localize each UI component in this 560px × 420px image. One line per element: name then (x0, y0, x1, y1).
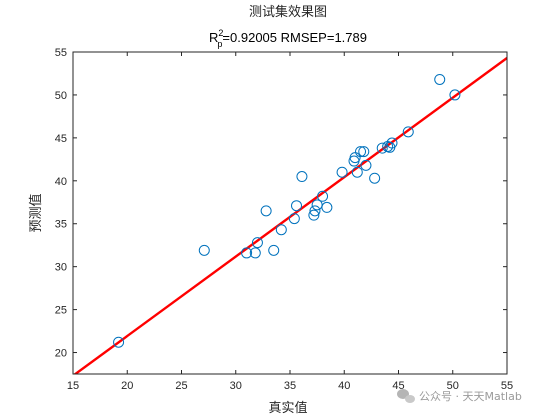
y-tick-label: 25 (55, 305, 67, 317)
data-point (241, 247, 253, 259)
data-point (288, 213, 300, 225)
y-tick-label: 55 (55, 47, 67, 59)
data-point (249, 247, 261, 259)
x-tick-label: 50 (447, 380, 459, 392)
y-tick-label: 40 (55, 176, 67, 188)
wechat-icon (397, 389, 415, 403)
subtitle-r-superscript: 2 (218, 28, 223, 38)
y-tick-label: 35 (55, 219, 67, 231)
x-tick-label: 55 (501, 380, 513, 392)
y-axis-label: 预测值 (28, 193, 44, 232)
data-point (113, 336, 125, 348)
axes-box (72, 51, 508, 375)
x-tick-label: 15 (67, 380, 79, 392)
data-point (402, 126, 414, 138)
subtitle-metrics: =0.92005 RMSEP=1.789 (222, 30, 367, 45)
data-point (360, 159, 372, 171)
x-tick-label: 20 (121, 380, 133, 392)
x-tick-label: 40 (338, 380, 350, 392)
plot-area: 15 20 25 30 35 40 45 50 55 20 25 30 35 40 45 50 55 (55, 47, 513, 392)
data-point (358, 146, 370, 158)
x-tick-label: 35 (284, 380, 296, 392)
subtitle-r-subscript: p (217, 39, 222, 49)
data-point (386, 137, 398, 149)
data-point (355, 146, 367, 158)
data-point (275, 224, 287, 236)
subtitle-r-symbol: R (209, 30, 218, 45)
watermark: 公众号 · 天天Matlab (397, 389, 522, 403)
x-tick-label: 30 (230, 380, 242, 392)
y-tick-label: 50 (55, 90, 67, 102)
x-tick-label: 45 (392, 380, 404, 392)
data-point (260, 205, 272, 217)
chart-subtitle: R2 p=0.92005 RMSEP=1.789 (209, 28, 367, 49)
data-point (291, 200, 303, 212)
data-point (434, 73, 446, 85)
x-axis-label: 真实值 (268, 400, 307, 416)
data-point (369, 172, 381, 184)
data-point (351, 166, 363, 178)
x-tick-label: 25 (175, 380, 187, 392)
data-point (317, 190, 329, 202)
chart-title: 测试集效果图 (249, 4, 327, 20)
data-point (449, 89, 461, 101)
watermark-text: 公众号 · 天天Matlab (419, 390, 522, 403)
data-point (296, 171, 308, 183)
y-tick-label: 30 (55, 262, 67, 274)
data-point (336, 166, 348, 178)
data-point (268, 244, 280, 256)
data-point (376, 142, 388, 154)
data-point (308, 209, 320, 221)
data-point (251, 237, 263, 249)
data-point (309, 205, 321, 217)
y-tick-label: 20 (55, 348, 67, 360)
data-point (349, 152, 361, 164)
data-point (198, 244, 210, 256)
data-point (321, 201, 333, 213)
y-tick-label: 45 (55, 133, 67, 145)
